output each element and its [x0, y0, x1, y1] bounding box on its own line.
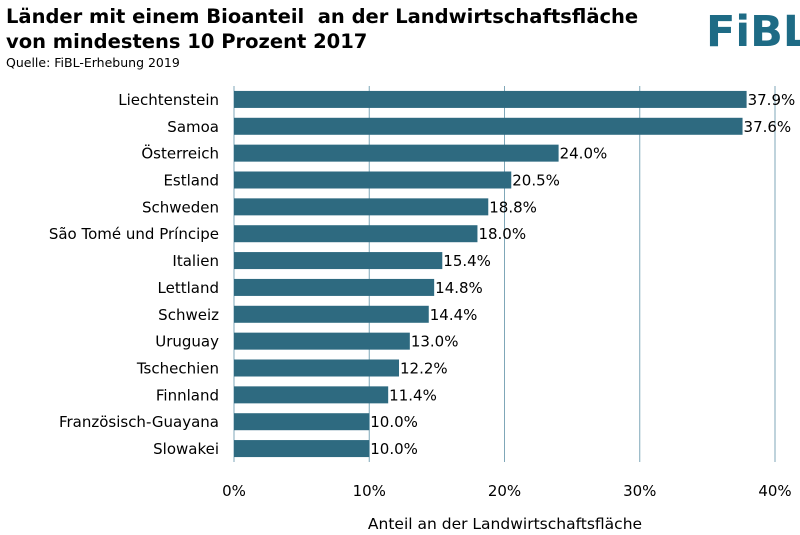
category-label: Uruguay: [155, 333, 219, 351]
data-label: 10.0%: [370, 413, 418, 431]
bar: [234, 440, 370, 458]
x-tick-label: 30%: [623, 482, 656, 500]
data-label: 13.0%: [411, 333, 459, 351]
bar: [234, 198, 489, 216]
data-label: 15.4%: [443, 252, 491, 270]
category-label: Österreich: [141, 144, 219, 163]
data-label: 12.2%: [400, 360, 448, 378]
data-label: 14.8%: [435, 279, 483, 297]
category-label: Finnland: [156, 386, 219, 404]
category-labels: Liechtenstein Samoa Österreich Estland Schwe…: [49, 91, 219, 458]
category-label: Italien: [172, 252, 219, 270]
x-axis-title: Anteil an der Landwirtschaftsfläche: [368, 515, 642, 533]
category-label: Lettland: [158, 279, 219, 297]
data-label: 37.6%: [744, 118, 792, 136]
bar: [234, 90, 747, 108]
data-label: 20.5%: [512, 172, 560, 190]
category-label: Liechtenstein: [118, 91, 219, 109]
fibl-logo: FiBL: [706, 7, 800, 57]
bar: [234, 413, 370, 431]
category-label: São Tomé und Príncipe: [49, 225, 219, 243]
data-label: 18.0%: [478, 225, 526, 243]
category-label: Tschechien: [136, 360, 219, 378]
x-tick-label: 40%: [758, 482, 791, 500]
chart-title: Länder mit einem Bioanteil an der Landwi…: [6, 4, 638, 54]
data-label: 18.8%: [489, 198, 537, 216]
x-tick-label: 0%: [222, 482, 246, 500]
chart-title-line-1: Länder mit einem Bioanteil an der Landwi…: [6, 5, 639, 28]
category-label: Schweiz: [158, 306, 219, 324]
category-label: Französisch-Guayana: [59, 413, 219, 431]
x-tick-label: 20%: [488, 482, 521, 500]
category-label: Schweden: [142, 198, 219, 216]
source-note: Quelle: FiBL-Erhebung 2019: [6, 55, 180, 70]
category-label: Estland: [163, 172, 219, 190]
category-label: Slowakei: [153, 440, 219, 458]
bar: [234, 359, 400, 377]
bar: [234, 117, 743, 135]
data-labels: 37.9% 37.6% 24.0%20.5% 18.8% 18.0% 15.4% 14.8%…: [370, 91, 795, 458]
data-label: 14.4%: [430, 306, 478, 324]
data-label: 11.4%: [389, 386, 437, 404]
bars: [234, 90, 747, 458]
data-label: 37.9%: [748, 91, 796, 109]
bar: [234, 278, 435, 296]
gridlines: [233, 86, 776, 462]
bar: [234, 386, 389, 404]
bar: [234, 171, 512, 189]
bar: [234, 144, 559, 162]
x-tick-labels: 0% 10% 20% 30% 40%: [222, 482, 792, 500]
bar: [234, 225, 478, 243]
bar: [234, 305, 429, 323]
category-label: Samoa: [167, 118, 219, 136]
data-label: 24.0%: [560, 145, 608, 163]
chart-title-line-2: von mindestens 10 Prozent 2017: [6, 30, 368, 53]
bar: [234, 252, 443, 270]
data-label: 10.0%: [370, 440, 418, 458]
bar: [234, 332, 410, 350]
x-tick-label: 10%: [353, 482, 386, 500]
